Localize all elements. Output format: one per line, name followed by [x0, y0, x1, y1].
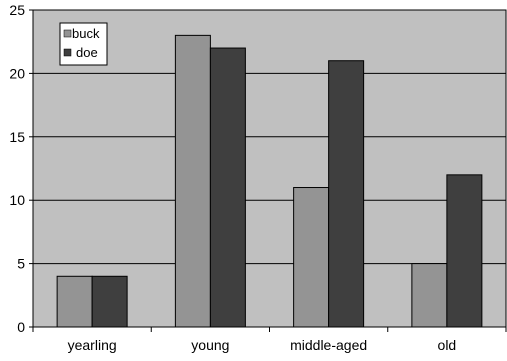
x-tick-label: young	[191, 337, 229, 353]
legend: buck doe	[59, 22, 108, 66]
bar-doe-yearling	[91, 275, 128, 328]
bar-buck-young	[174, 34, 211, 328]
bar-doe-middle-aged	[328, 60, 365, 328]
y-axis: 0 5 10 15 20 25	[9, 2, 33, 335]
bar-buck-yearling	[56, 275, 93, 328]
y-tick-label: 20	[9, 65, 25, 81]
legend-swatch-doe	[63, 48, 72, 57]
x-tick-label: middle-aged	[290, 337, 367, 353]
x-tick-label: old	[438, 337, 457, 353]
y-tick-label: 5	[17, 256, 25, 272]
bar-buck-old	[411, 263, 448, 328]
y-tick-label: 15	[9, 129, 25, 145]
bar-doe-old	[446, 174, 483, 328]
bars	[56, 34, 483, 328]
y-tick-label: 10	[9, 192, 25, 208]
y-tick-label: 0	[17, 319, 25, 335]
bar-buck-middle-aged	[293, 187, 330, 328]
legend-label-buck: buck	[72, 26, 100, 41]
y-tick-label: 25	[9, 2, 25, 18]
legend-swatch-buck	[63, 29, 72, 38]
bar-doe-young	[209, 47, 246, 328]
x-tick-label: yearling	[68, 337, 117, 353]
x-axis: yearling young middle-aged old	[32, 327, 507, 353]
legend-label-doe: doe	[76, 45, 98, 60]
